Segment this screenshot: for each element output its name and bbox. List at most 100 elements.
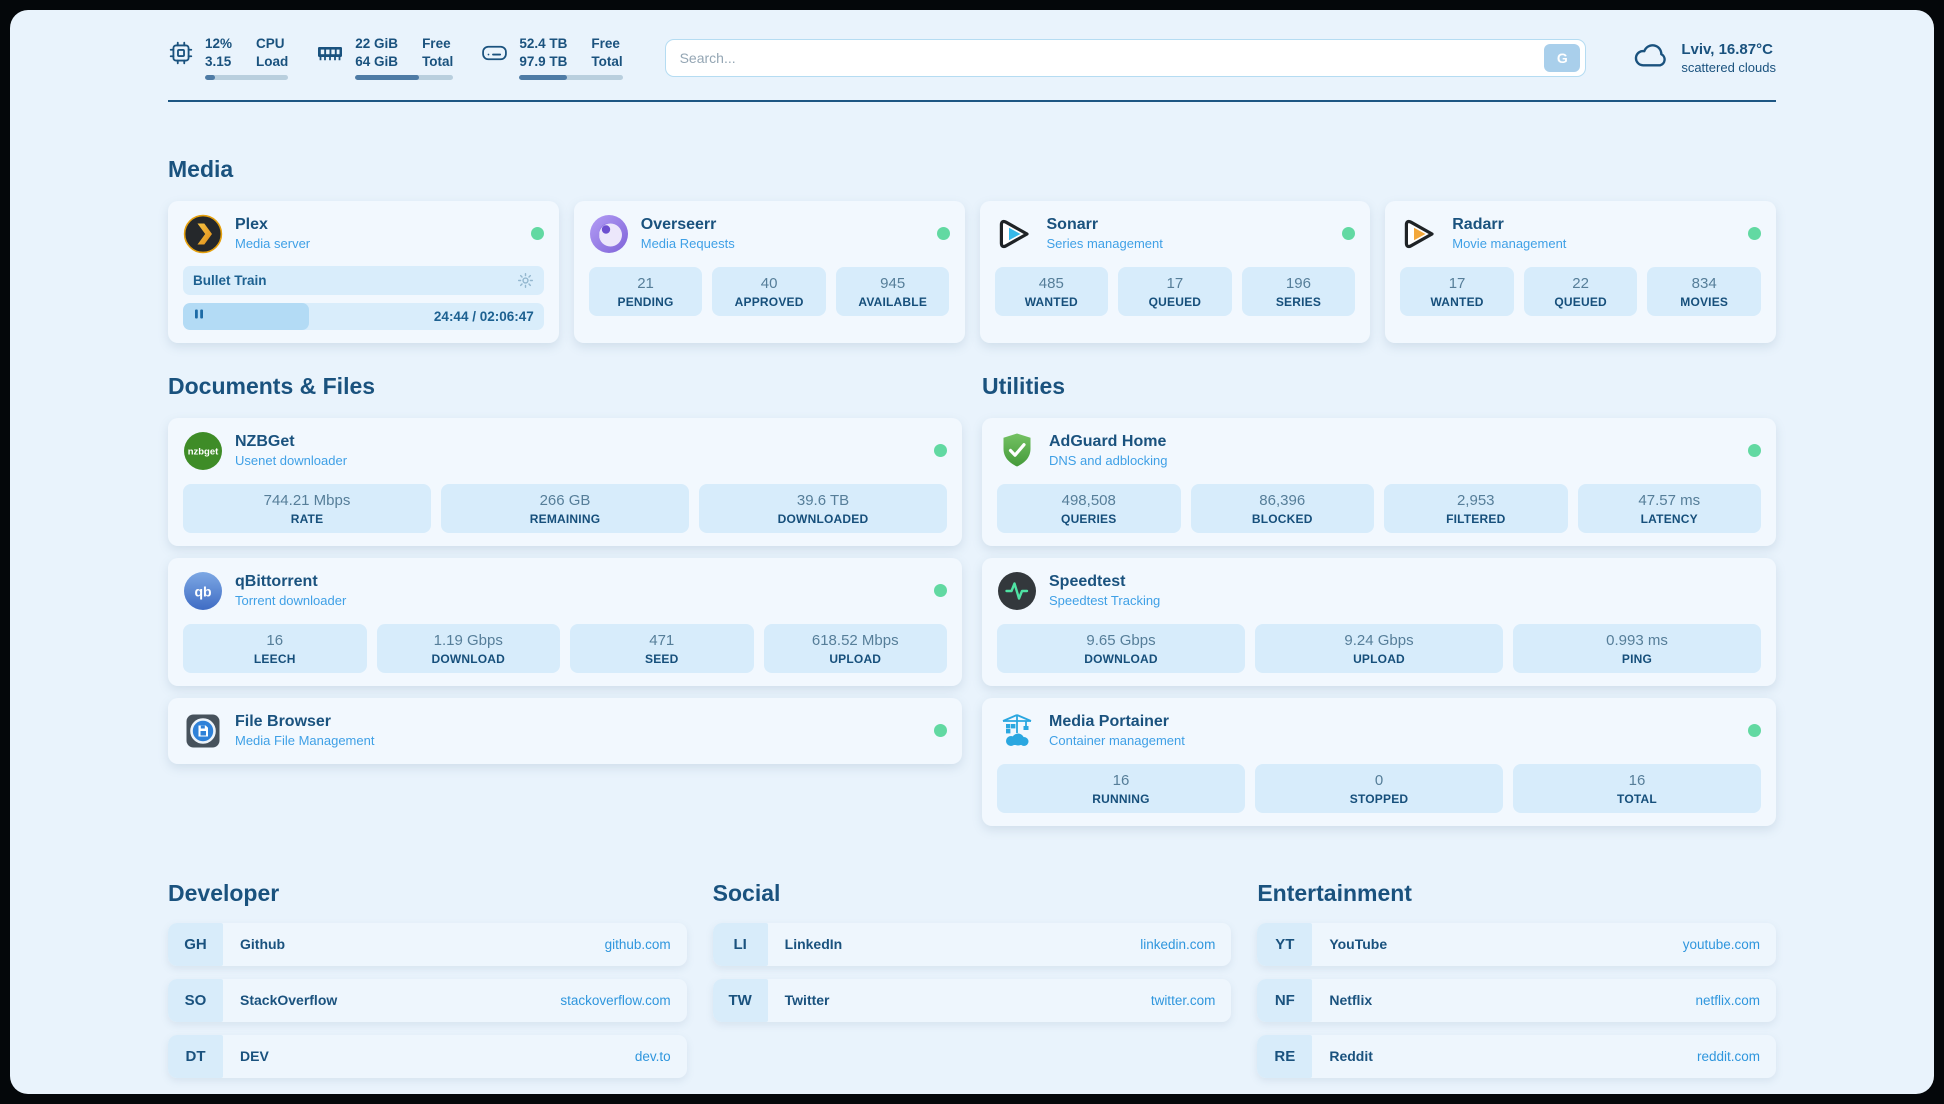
card-title: Plex xyxy=(235,216,268,234)
disk-total-value: 97.9 TB xyxy=(519,53,568,69)
disk-total-label: Total xyxy=(591,53,623,69)
developer-heading: Developer xyxy=(168,879,280,906)
stat-block: 22 QUEUED xyxy=(1523,266,1638,316)
stat-value: 40 xyxy=(760,274,778,292)
weather-widget: Lviv, 16.87°C scattered clouds xyxy=(1632,39,1776,76)
bookmark-url: github.com xyxy=(604,936,671,952)
memory-total-value: 64 GiB xyxy=(355,53,399,69)
stat-label: QUERIES xyxy=(1061,511,1117,526)
gear-icon[interactable] xyxy=(517,272,534,289)
bookmark-twitter[interactable]: TW Twitter twitter.com xyxy=(712,978,1232,1022)
top-bar: 12% CPU 3.15 Load xyxy=(168,10,1776,80)
stat-block: 16 TOTAL xyxy=(1513,763,1761,813)
memory-progress-fill xyxy=(355,74,419,80)
stat-block: 196 SERIES xyxy=(1241,266,1356,316)
sonarr-card[interactable]: Sonarr Series management 485 WANTED 17 Q… xyxy=(979,200,1371,343)
cloud-icon xyxy=(1632,39,1670,76)
bookmark-name: Twitter xyxy=(784,992,830,1009)
stat-value: 16 xyxy=(1112,771,1130,789)
stat-label: QUEUED xyxy=(1554,294,1607,309)
stat-label: SEED xyxy=(645,651,679,666)
card-subtitle: Torrent downloader xyxy=(235,593,347,609)
status-indicator xyxy=(1748,227,1761,241)
entertainment-bookmarks: Entertainment YT YouTube youtube.com NF … xyxy=(1257,880,1776,1078)
status-indicator xyxy=(1748,724,1761,738)
utilities-section: Utilities AdGuard Home xyxy=(982,373,1776,826)
memory-total-label: Total xyxy=(422,53,454,69)
weather-location: Lviv, 16.87°C xyxy=(1681,40,1773,58)
stat-block: 266 GB REMAINING xyxy=(441,483,689,533)
cpu-progress-bar xyxy=(205,74,289,80)
card-title: File Browser xyxy=(235,713,332,731)
stat-label: UPLOAD xyxy=(1353,651,1405,666)
social-heading: Social xyxy=(712,879,781,906)
search-input[interactable] xyxy=(679,49,1545,66)
stat-block: 39.6 TB DOWNLOADED xyxy=(699,483,947,533)
bookmark-url: reddit.com xyxy=(1696,1048,1760,1064)
overseerr-card[interactable]: Overseerr Media Requests 21 PENDING 40 A… xyxy=(573,200,965,343)
bookmark-linkedin[interactable]: LI LinkedIn linkedin.com xyxy=(712,922,1232,966)
stat-block: 47.57 ms LATENCY xyxy=(1577,483,1761,533)
adguard-card[interactable]: AdGuard Home DNS and adblocking 498,508 … xyxy=(982,417,1776,546)
card-subtitle: Series management xyxy=(1046,236,1163,252)
stat-label: BLOCKED xyxy=(1251,511,1313,526)
portainer-card[interactable]: Media Portainer Container management 16 … xyxy=(982,697,1776,826)
card-title: Speedtest xyxy=(1049,573,1126,591)
stat-label: DOWNLOADED xyxy=(777,511,869,526)
stat-block: 618.52 Mbps UPLOAD xyxy=(763,623,947,673)
card-subtitle: Movie management xyxy=(1452,236,1567,252)
bookmark-stackoverflow[interactable]: SO StackOverflow stackoverflow.com xyxy=(168,978,687,1022)
cpu-load-label: Load xyxy=(256,53,289,69)
search-bar[interactable]: G xyxy=(664,38,1587,77)
stat-block: 2,953 FILTERED xyxy=(1384,483,1568,533)
stat-value: 47.57 ms xyxy=(1638,491,1701,509)
pause-icon[interactable] xyxy=(193,307,205,325)
stat-label: UPLOAD xyxy=(829,651,882,666)
card-title: Media Portainer xyxy=(1049,713,1170,731)
media-section-heading: Media xyxy=(168,155,234,182)
bookmark-dev[interactable]: DT DEV dev.to xyxy=(168,1034,687,1078)
search-provider-button[interactable]: G xyxy=(1544,43,1581,72)
stat-value: 2,953 xyxy=(1456,491,1495,509)
stat-value: 0.993 ms xyxy=(1606,631,1668,649)
radarr-icon xyxy=(1400,214,1440,254)
filebrowser-icon xyxy=(183,711,223,751)
dashboard-page: 12% CPU 3.15 Load xyxy=(10,10,1934,1094)
bookmark-abbr: SO xyxy=(168,978,223,1022)
plex-card[interactable]: Plex Media server Bullet Train xyxy=(168,200,559,343)
bookmark-abbr: YT xyxy=(1257,922,1313,966)
radarr-card[interactable]: Radarr Movie management 17 WANTED 22 QUE… xyxy=(1385,200,1776,343)
qbittorrent-icon: qb xyxy=(183,571,223,611)
bookmark-netflix[interactable]: NF Netflix netflix.com xyxy=(1257,978,1776,1022)
card-subtitle: DNS and adblocking xyxy=(1049,453,1168,469)
bookmark-youtube[interactable]: YT YouTube youtube.com xyxy=(1257,922,1776,966)
bookmark-abbr: DT xyxy=(168,1034,223,1078)
playback-progress[interactable]: 24:44 / 02:06:47 xyxy=(183,302,544,330)
stat-label: SERIES xyxy=(1275,294,1322,309)
nzbget-card[interactable]: nzbget NZBGet Usenet downloader 744.21 M… xyxy=(168,417,962,546)
bookmark-url: youtube.com xyxy=(1682,936,1760,952)
stat-block: 498,508 QUERIES xyxy=(997,483,1181,533)
stat-block: 945 AVAILABLE xyxy=(835,266,950,316)
stat-label: AVAILABLE xyxy=(858,294,928,309)
speedtest-card[interactable]: Speedtest Speedtest Tracking 9.65 Gbps D… xyxy=(982,557,1776,686)
stat-block: 1.19 Gbps DOWNLOAD xyxy=(376,623,560,673)
status-indicator xyxy=(934,584,947,598)
stat-block: 485 WANTED xyxy=(994,266,1109,316)
disk-icon xyxy=(481,36,508,71)
stat-label: RATE xyxy=(290,511,324,526)
filebrowser-card[interactable]: File Browser Media File Management xyxy=(168,697,962,764)
stat-value: 86,396 xyxy=(1259,491,1306,509)
stat-label: DOWNLOAD xyxy=(431,651,506,666)
stat-value: 22 xyxy=(1572,274,1589,292)
status-indicator xyxy=(934,724,947,738)
card-title: Overseerr xyxy=(640,216,717,234)
qbittorrent-card[interactable]: qb qBittorrent Torrent downloader 16 LEE… xyxy=(168,557,962,686)
cpu-usage-value: 12% xyxy=(205,36,233,51)
stat-label: LEECH xyxy=(253,651,296,666)
disk-progress-bar xyxy=(519,74,623,80)
stat-value: 266 GB xyxy=(539,491,591,509)
bookmark-github[interactable]: GH Github github.com xyxy=(168,922,687,966)
bookmark-reddit[interactable]: RE Reddit reddit.com xyxy=(1257,1034,1776,1078)
card-title: NZBGet xyxy=(235,433,295,451)
